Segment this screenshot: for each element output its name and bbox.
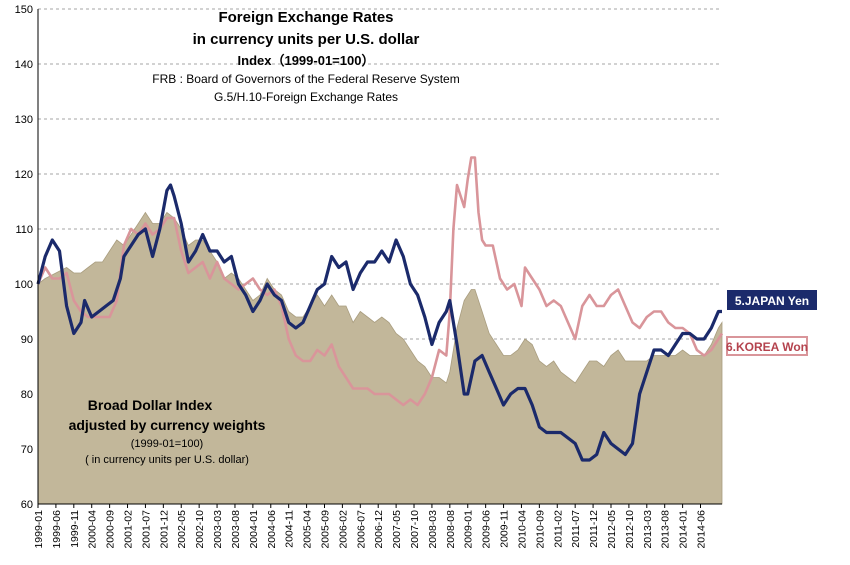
x-tick-label-2010-09: 2010-09 [534,510,546,549]
area-annotation-subtitle: adjusted by currency weights [69,417,266,433]
y-tick-label-60: 60 [21,499,33,511]
chart-subtitle: in currency units per U.S. dollar [193,31,420,48]
legend-tag-korea: 6.KOREA Won [726,336,808,356]
x-tick-label-2013-08: 2013-08 [660,510,672,549]
x-tick-label-2005-04: 2005-04 [302,510,314,549]
x-tick-label-2009-01: 2009-01 [463,510,475,549]
y-tick-label-70: 70 [21,444,33,456]
chart-title: Foreign Exchange Rates [218,9,393,26]
x-tick-label-2014-01: 2014-01 [678,510,690,549]
x-tick-label-2011-12: 2011-12 [588,510,600,548]
source-line-2: G.5/H.10-Foreign Exchange Rates [214,90,398,104]
y-tick-label-120: 120 [15,169,33,181]
x-tick-label-2002-10: 2002-10 [194,510,206,549]
x-tick-label-2007-05: 2007-05 [391,510,403,549]
x-tick-label-2001-07: 2001-07 [140,510,152,549]
x-tick-label-2012-10: 2012-10 [624,510,636,549]
x-tick-label-2009-06: 2009-06 [481,510,493,549]
x-tick-label-2014-06: 2014-06 [696,510,708,549]
line-japan-yen [36,183,722,462]
x-tick-label-2012-05: 2012-05 [606,510,618,549]
x-tick-label-2010-04: 2010-04 [516,510,528,549]
x-tick-label-2000-04: 2000-04 [87,510,99,549]
y-tick-label-80: 80 [21,389,33,401]
x-tick-label-2005-09: 2005-09 [319,510,331,549]
legend-tag-japan: 5.JAPAN Yen [727,290,817,310]
y-tick-label-140: 140 [15,59,33,71]
x-tick-label-2001-12: 2001-12 [158,510,170,549]
area-annotation-title: Broad Dollar Index [88,397,213,413]
legend-tag-korea-box [726,336,808,356]
x-tick-label-2007-10: 2007-10 [409,510,421,549]
x-tick-label-2003-08: 2003-08 [230,510,242,549]
legend-tag-korea-label: 6.KOREA Won [726,340,808,354]
source-line-1: FRB : Board of Governors of the Federal … [152,72,459,86]
x-tick-label-1999-01: 1999-01 [33,510,45,549]
x-tick-label-2011-02: 2011-02 [552,510,564,548]
line-layer [36,156,724,462]
y-tick-label-130: 130 [15,114,33,126]
x-tick-label-2003-03: 2003-03 [212,510,224,549]
area-annotation-base: (1999-01=100) [131,438,203,450]
area-annotation-units: ( in currency units per U.S. dollar) [85,454,249,466]
y-tick-label-150: 150 [15,4,33,16]
legend-tag-japan-label: 5.JAPAN Yen [735,294,809,308]
x-tick-label-2013-03: 2013-03 [642,510,654,549]
x-tick-label-1999-06: 1999-06 [51,510,63,549]
x-tick-label-2006-07: 2006-07 [355,510,367,549]
axis-layer: 60 70 80 90 100 110 120 130 140 150 1999-01 1999-06… [15,4,722,549]
x-tick-label-2008-08: 2008-08 [445,510,457,549]
x-tick-label-2004-06: 2004-06 [266,510,278,549]
chart-index-label: Index（1999-01=100） [238,53,375,68]
x-tick-label-1999-11: 1999-11 [69,510,81,548]
x-tick-label-2011-07: 2011-07 [570,510,582,548]
x-tick-label-2006-02: 2006-02 [337,510,349,549]
x-tick-label-2001-02: 2001-02 [123,510,135,549]
x-tick-label-2004-11: 2004-11 [284,510,296,548]
y-tick-label-100: 100 [15,279,33,291]
y-tick-label-110: 110 [15,224,33,236]
x-tick-label-2008-03: 2008-03 [427,510,439,549]
x-tick-label-2002-05: 2002-05 [176,510,188,549]
x-tick-label-2000-09: 2000-09 [105,510,117,549]
x-tick-label-2004-01: 2004-01 [248,510,260,549]
x-tick-label-2009-11: 2009-11 [499,510,511,548]
x-tick-label-2006-12: 2006-12 [373,510,385,549]
y-tick-label-90: 90 [21,334,33,346]
legend-tag-japan-box [727,290,817,310]
